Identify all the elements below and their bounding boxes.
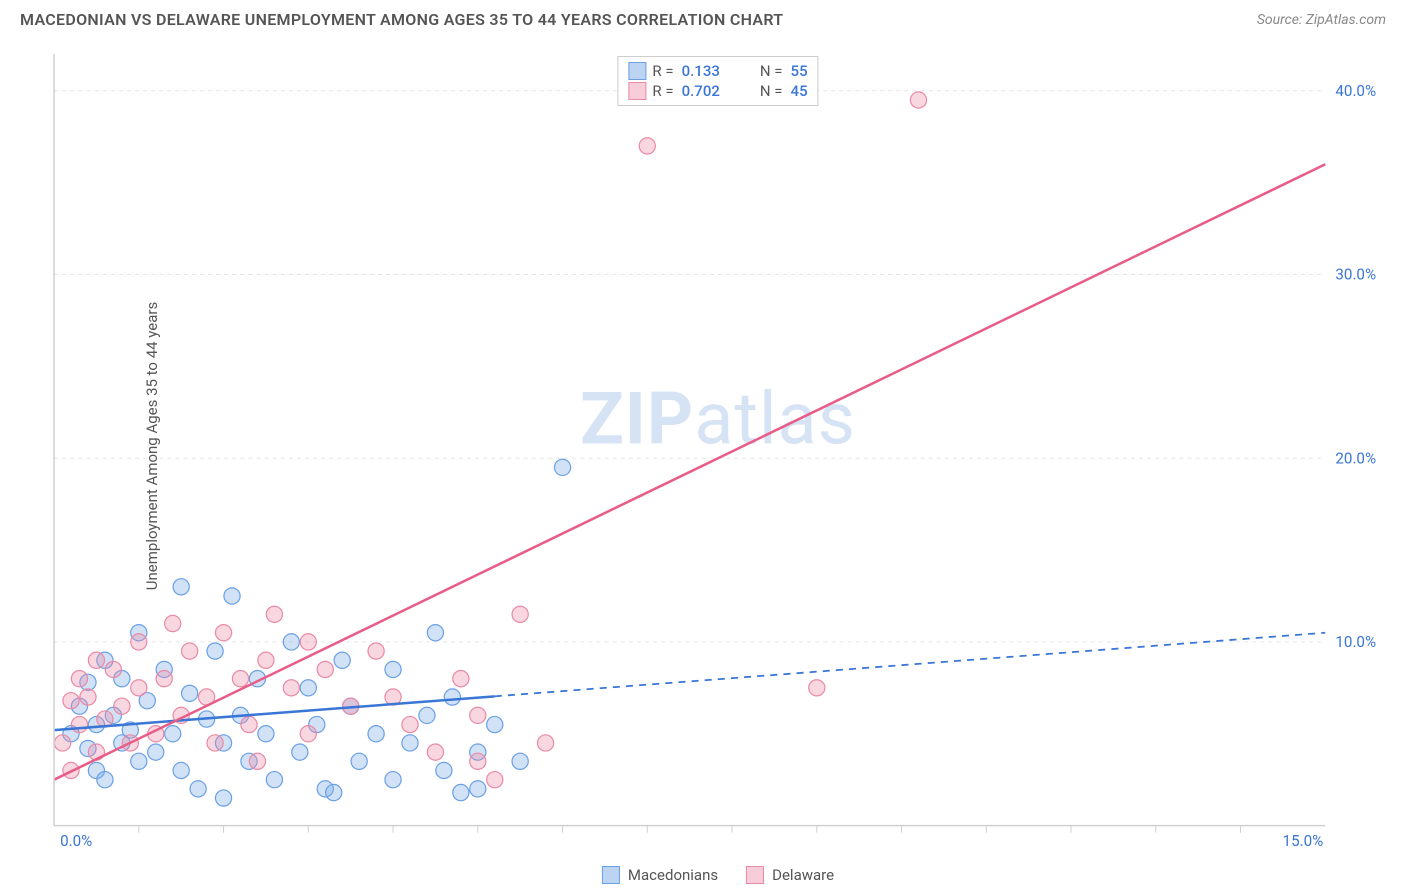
swatch-icon xyxy=(628,62,646,80)
svg-text:10.0%: 10.0% xyxy=(1335,633,1376,651)
legend-row: R = 0.702 N = 45 xyxy=(628,81,807,101)
title-bar: MACEDONIAN VS DELAWARE UNEMPLOYMENT AMON… xyxy=(0,0,1406,35)
swatch-icon xyxy=(746,866,764,884)
svg-text:20.0%: 20.0% xyxy=(1335,449,1376,467)
source-prefix: Source: xyxy=(1257,12,1306,28)
r-value: 0.133 xyxy=(682,62,720,80)
n-value: 45 xyxy=(791,82,808,100)
swatch-icon xyxy=(602,866,620,884)
r-label: R = xyxy=(652,82,673,100)
n-label: N = xyxy=(760,62,783,80)
correlation-legend: R = 0.133 N = 55 R = 0.702 N = 45 xyxy=(617,56,818,106)
legend-label: Delaware xyxy=(772,866,834,884)
chart-title: MACEDONIAN VS DELAWARE UNEMPLOYMENT AMON… xyxy=(20,10,783,29)
svg-text:15.0%: 15.0% xyxy=(1283,832,1324,850)
swatch-icon xyxy=(628,82,646,100)
legend-item: Macedonians xyxy=(602,866,718,884)
legend-row: R = 0.133 N = 55 xyxy=(628,61,807,81)
svg-text:40.0%: 40.0% xyxy=(1335,82,1376,100)
n-value: 55 xyxy=(791,62,808,80)
series-legend: Macedonians Delaware xyxy=(602,866,834,884)
n-label: N = xyxy=(760,82,783,100)
r-label: R = xyxy=(652,62,673,80)
source-attribution: Source: ZipAtlas.com xyxy=(1257,12,1386,28)
r-value: 0.702 xyxy=(682,82,720,100)
chart-area: ZIPatlas 10.0%20.0%30.0%40.0%0.0%15.0% R… xyxy=(50,50,1386,852)
legend-item: Delaware xyxy=(746,866,834,884)
scatter-plot: 10.0% 20.0% 30.0% 40.0% 0.0% 15.0% xyxy=(50,50,1386,852)
source-name: ZipAtlas.com xyxy=(1306,12,1386,28)
svg-text:0.0%: 0.0% xyxy=(60,832,92,850)
legend-label: Macedonians xyxy=(628,866,718,884)
svg-text:30.0%: 30.0% xyxy=(1335,266,1376,284)
